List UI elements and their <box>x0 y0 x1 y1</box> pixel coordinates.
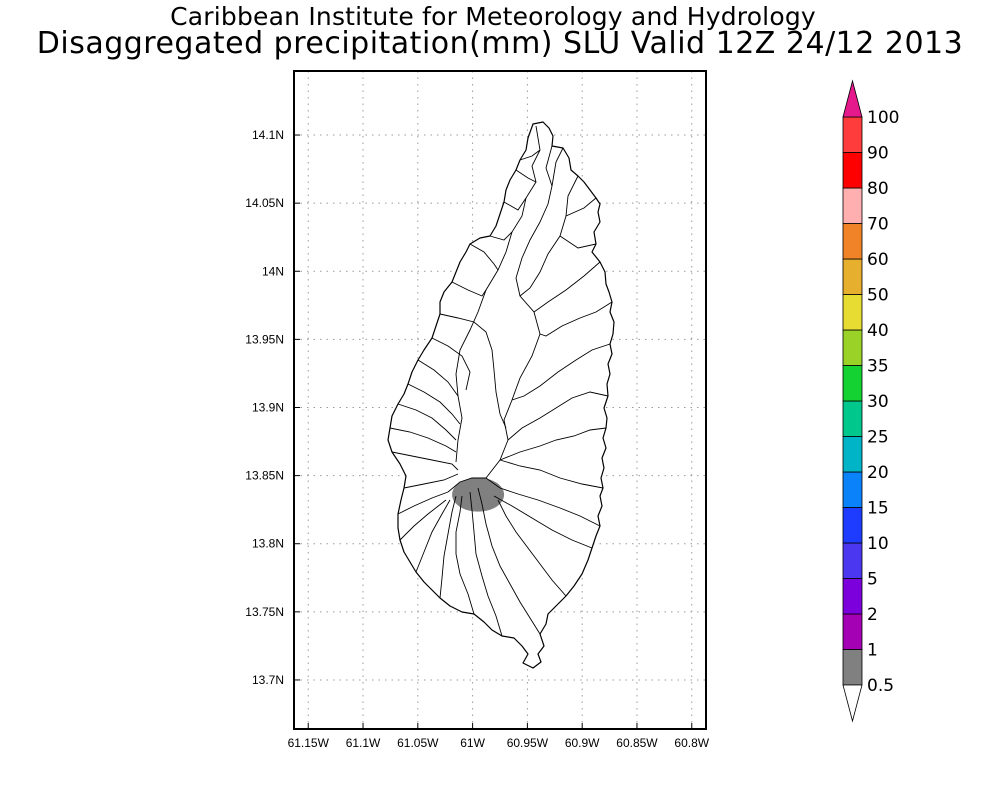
colorbar-label: 5 <box>867 570 878 590</box>
map-panel: 61.15W 61.1W 61.05W 61W 60.95W 60.9W 60.85W 60.… <box>245 70 710 750</box>
colorbar-box <box>842 258 863 295</box>
colorbar-box <box>842 578 863 615</box>
colorbar-label: 90 <box>867 144 889 164</box>
colorbar-max-triangle <box>842 79 863 118</box>
colorbar-label: 40 <box>867 321 889 341</box>
colorbar-box <box>842 507 863 544</box>
y-tick-label: 14.1N <box>252 128 284 142</box>
y-tick-label: 14.05N <box>245 196 284 210</box>
colorbar-label: 15 <box>867 499 889 519</box>
axis-ticks: 61.15W 61.1W 61.05W 61W 60.95W 60.9W 60.85W 60.… <box>245 128 709 750</box>
y-tick-label: 13.75N <box>245 605 284 619</box>
colorbar-label: 10 <box>867 534 889 554</box>
colorbar-label: 30 <box>867 392 889 412</box>
colorbar-label: 1 <box>867 641 878 661</box>
y-tick-label: 13.95N <box>245 332 284 346</box>
watershed-boundaries <box>389 125 613 637</box>
colorbar-box <box>842 613 863 650</box>
colorbar-box <box>842 116 863 153</box>
colorbar-label: 20 <box>867 463 889 483</box>
y-tick-label: 13.9N <box>252 400 284 414</box>
colorbar-box <box>842 542 863 579</box>
colorbar-box <box>842 187 863 224</box>
colorbar-box <box>842 649 863 686</box>
colorbar-box <box>842 329 863 366</box>
colorbar-label: 25 <box>867 428 889 448</box>
colorbar-label: 2 <box>867 605 878 625</box>
colorbar-box <box>842 365 863 402</box>
x-tick-label: 60.8W <box>674 736 709 750</box>
colorbar-box <box>842 436 863 473</box>
colorbar-box <box>842 223 863 260</box>
island-outline <box>387 121 615 669</box>
x-tick-label: 61W <box>460 736 485 750</box>
x-tick-label: 61.15W <box>288 736 330 750</box>
x-tick-label: 60.9W <box>565 736 600 750</box>
colorbar-box <box>842 152 863 189</box>
y-tick-label: 13.85N <box>245 469 284 483</box>
colorbar-label: 60 <box>867 250 889 270</box>
colorbar-box <box>842 400 863 437</box>
x-tick-label: 61.05W <box>397 736 439 750</box>
colorbar-label: 50 <box>867 286 889 306</box>
colorbar-box <box>842 294 863 331</box>
colorbar-label: 80 <box>867 179 889 199</box>
title-line-1: Caribbean Institute for Meteorology and … <box>170 2 816 31</box>
colorbar-label: 100 <box>867 108 899 128</box>
y-tick-label: 13.8N <box>252 537 284 551</box>
colorbar-box <box>842 471 863 508</box>
y-tick-label: 14N <box>262 264 284 278</box>
x-tick-label: 60.85W <box>616 736 658 750</box>
precip-area-0.5-1mm <box>452 477 505 512</box>
y-tick-label: 13.7N <box>252 673 284 687</box>
map-frame <box>293 70 707 730</box>
title-line-2: Disaggregated precipitation(mm) SLU Vali… <box>36 26 964 61</box>
colorbar-min-triangle <box>842 684 863 723</box>
colorbar-label: 35 <box>867 357 889 377</box>
colorbar-label: 0.5 <box>867 676 894 696</box>
colorbar-label: 70 <box>867 215 889 235</box>
x-tick-label: 61.1W <box>346 736 381 750</box>
x-tick-label: 60.95W <box>507 736 549 750</box>
